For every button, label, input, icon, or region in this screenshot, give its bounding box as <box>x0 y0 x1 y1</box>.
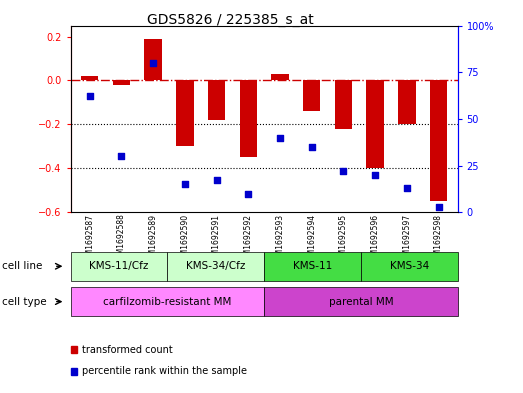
Text: parental MM: parental MM <box>328 297 393 307</box>
Bar <box>81 76 98 81</box>
Point <box>339 168 348 174</box>
Point <box>276 134 284 141</box>
Bar <box>398 81 416 124</box>
Text: transformed count: transformed count <box>82 345 173 355</box>
Bar <box>335 81 352 129</box>
Text: cell type: cell type <box>2 297 47 307</box>
Bar <box>144 39 162 81</box>
Point <box>435 204 443 210</box>
Point <box>308 144 316 150</box>
Point <box>85 93 94 99</box>
Point <box>212 177 221 184</box>
Bar <box>367 81 384 168</box>
Bar <box>271 74 289 81</box>
Text: KMS-11: KMS-11 <box>293 261 332 271</box>
Point <box>403 185 411 191</box>
Point <box>117 153 126 159</box>
Text: percentile rank within the sample: percentile rank within the sample <box>82 366 246 376</box>
Text: cell line: cell line <box>2 261 42 271</box>
Bar <box>303 81 321 111</box>
Text: GDS5826 / 225385_s_at: GDS5826 / 225385_s_at <box>147 13 313 27</box>
Bar <box>240 81 257 157</box>
Text: KMS-11/Cfz: KMS-11/Cfz <box>89 261 149 271</box>
Point <box>244 190 253 196</box>
Bar <box>208 81 225 120</box>
Point <box>149 60 157 66</box>
Point <box>180 181 189 187</box>
Text: KMS-34/Cfz: KMS-34/Cfz <box>186 261 245 271</box>
Bar <box>112 81 130 85</box>
Text: carfilzomib-resistant MM: carfilzomib-resistant MM <box>103 297 232 307</box>
Bar <box>176 81 194 146</box>
Point <box>371 172 379 178</box>
Bar <box>430 81 447 201</box>
Text: KMS-34: KMS-34 <box>390 261 429 271</box>
